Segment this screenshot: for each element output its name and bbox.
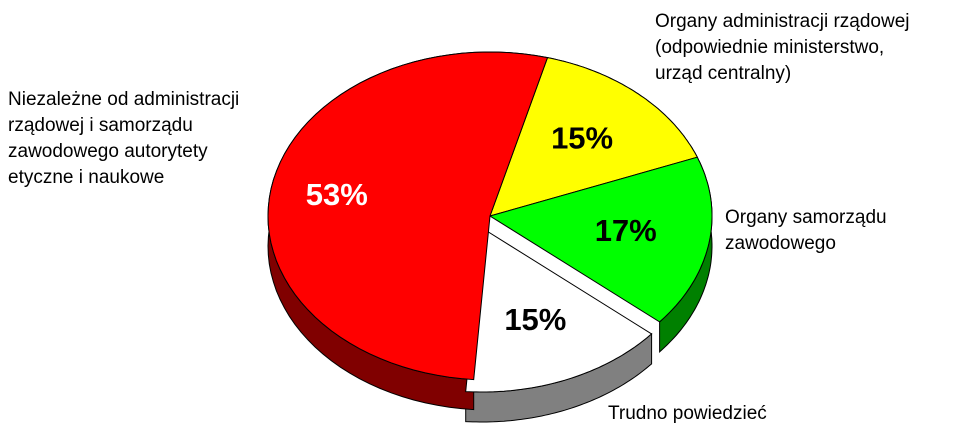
value-label: 15% — [551, 121, 613, 156]
value-label: 53% — [306, 177, 368, 212]
category-label: Niezależne od administracji — [8, 89, 239, 110]
category-label: Organy samorządu — [725, 207, 887, 228]
category-label: Trudno powiedzieć — [608, 403, 767, 424]
slice — [488, 156, 713, 323]
category-label: urząd centralny) — [655, 63, 791, 84]
slice — [465, 227, 653, 393]
category-label: zawodowego — [725, 233, 836, 254]
value-label: 17% — [595, 213, 657, 248]
category-label: zawodowego autorytety — [8, 141, 208, 162]
category-label: (odpowiednie ministerstwo, — [655, 37, 884, 58]
category-label: etyczne i naukowe — [8, 167, 164, 188]
category-label: rządowej i samorządu — [8, 115, 193, 136]
slice — [267, 51, 549, 381]
slice — [489, 57, 699, 217]
value-label: 15% — [504, 302, 566, 337]
category-label: Organy administracji rządowej — [655, 11, 910, 32]
